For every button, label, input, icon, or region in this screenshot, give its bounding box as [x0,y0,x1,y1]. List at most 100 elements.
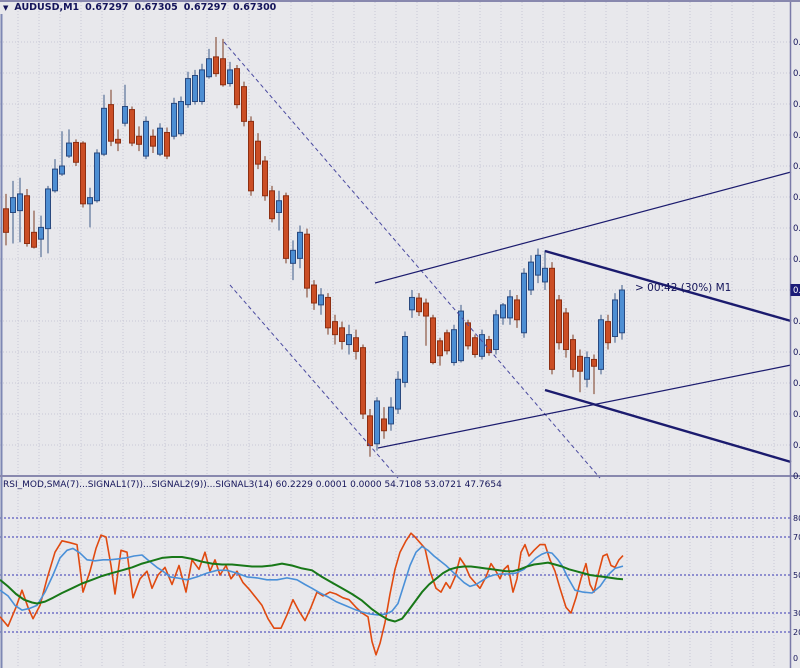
candle-down [444,332,450,352]
candle-up [290,249,296,264]
price-axis-label: 0.67350 [793,255,800,265]
candle-down [73,141,79,163]
price-axis-label: 0.67550 [793,131,800,141]
current-price-label: 0.67300 [793,286,800,296]
descending-dashed-lower[interactable] [229,284,399,479]
candle-up [206,58,212,78]
candle-up [276,200,282,214]
candle-up [598,319,604,370]
candle-up [521,272,527,334]
candle-up [507,296,513,319]
candle-up [10,197,16,213]
collapse-icon[interactable]: ▼ [3,3,9,12]
ohlc-close: 0.67300 [233,2,277,13]
indicator-level-label: 80 [793,514,800,523]
candle-down [423,302,429,317]
candle-down [3,208,9,233]
candle-up [143,120,149,157]
candle-down [332,321,338,336]
indicator-label: RSI_MOD,SMA(7)...SIGNAL1(7))...SIGNAL2(9… [3,480,502,490]
price-axis-label: 0.67600 [793,100,800,110]
chart-annotation-text[interactable]: > 00:42 (30%) M1 [635,282,732,294]
candle-down [430,317,436,364]
candle-down [213,56,219,75]
candle-down [437,340,443,357]
candle-down [381,418,387,432]
candle-up [584,357,590,380]
descending-thick-upper[interactable] [544,249,792,323]
candle-up [409,296,415,311]
candle-down [577,355,583,372]
candle-up [227,69,233,85]
price-axis-label: 0.67200 [793,348,800,358]
candle-down [115,138,121,144]
candle-down [465,322,471,347]
candle-down [248,120,254,192]
indicator-level-label: 50 [793,571,800,580]
indicator-line-rsi [0,532,624,656]
price-axis-label: 0.67400 [793,224,800,234]
candle-down [549,267,555,370]
indicator-level-label: 20 [793,628,800,637]
candle-up [535,254,541,276]
symbol-label: AUDUSD,M1 [14,2,80,13]
candle-down [563,312,569,351]
ascending-thin-upper[interactable] [374,171,792,284]
candle-down [570,339,576,370]
candle-up [122,105,128,124]
candle-up [171,102,177,137]
candle-up [17,193,23,212]
candle-down [556,299,562,344]
candle-up [192,74,198,103]
candle-up [38,226,44,240]
candle-up [374,400,380,445]
indicator-line-signal1 [0,545,624,616]
candle-up [451,329,457,364]
candle-down [220,58,226,86]
candle-up [395,378,401,410]
candle-down [262,160,268,197]
candle-down [591,358,597,367]
candle-down [367,415,373,447]
ascending-thin-lower[interactable] [377,364,792,449]
price-axis-label: 0.67100 [793,410,800,420]
candle-down [241,86,247,122]
candle-up [619,289,625,334]
price-axis-label: 0.67500 [793,162,800,172]
candle-up [297,231,303,259]
candle-down [605,321,611,344]
candle-down [164,132,170,157]
candle-down [24,195,30,244]
candle-up [52,168,58,192]
candle-down [416,297,422,313]
candle-up [500,304,506,319]
price-axis-label: 0.67700 [793,38,800,48]
candle-up [402,336,408,383]
descending-dashed-upper[interactable] [223,41,601,479]
chart-header: ▼ AUDUSD,M1 0.67297 0.67305 0.67297 0.67… [3,2,276,13]
price-axis-label: 0.67000 [793,472,800,482]
price-axis-label: 0.67650 [793,69,800,79]
candle-down [325,296,331,329]
candle-down [108,104,114,142]
candle-down [360,347,366,415]
candle-up [66,142,72,157]
candle-up [458,310,464,362]
descending-thick-lower[interactable] [544,388,792,464]
candle-down [311,284,317,304]
candle-up [388,406,394,425]
candle-up [528,261,534,291]
candle-up [346,334,352,346]
candle-up [101,107,107,155]
indicator-level-label: 0 [793,654,798,663]
candle-down [129,109,135,144]
candle-up [493,314,499,351]
candle-up [59,165,65,175]
indicator-line-signal3 [0,556,624,623]
candle-up [542,267,548,283]
current-price-badge [790,284,800,296]
indicator-level-label: 70 [793,533,800,542]
ohlc-high: 0.67305 [134,2,178,13]
